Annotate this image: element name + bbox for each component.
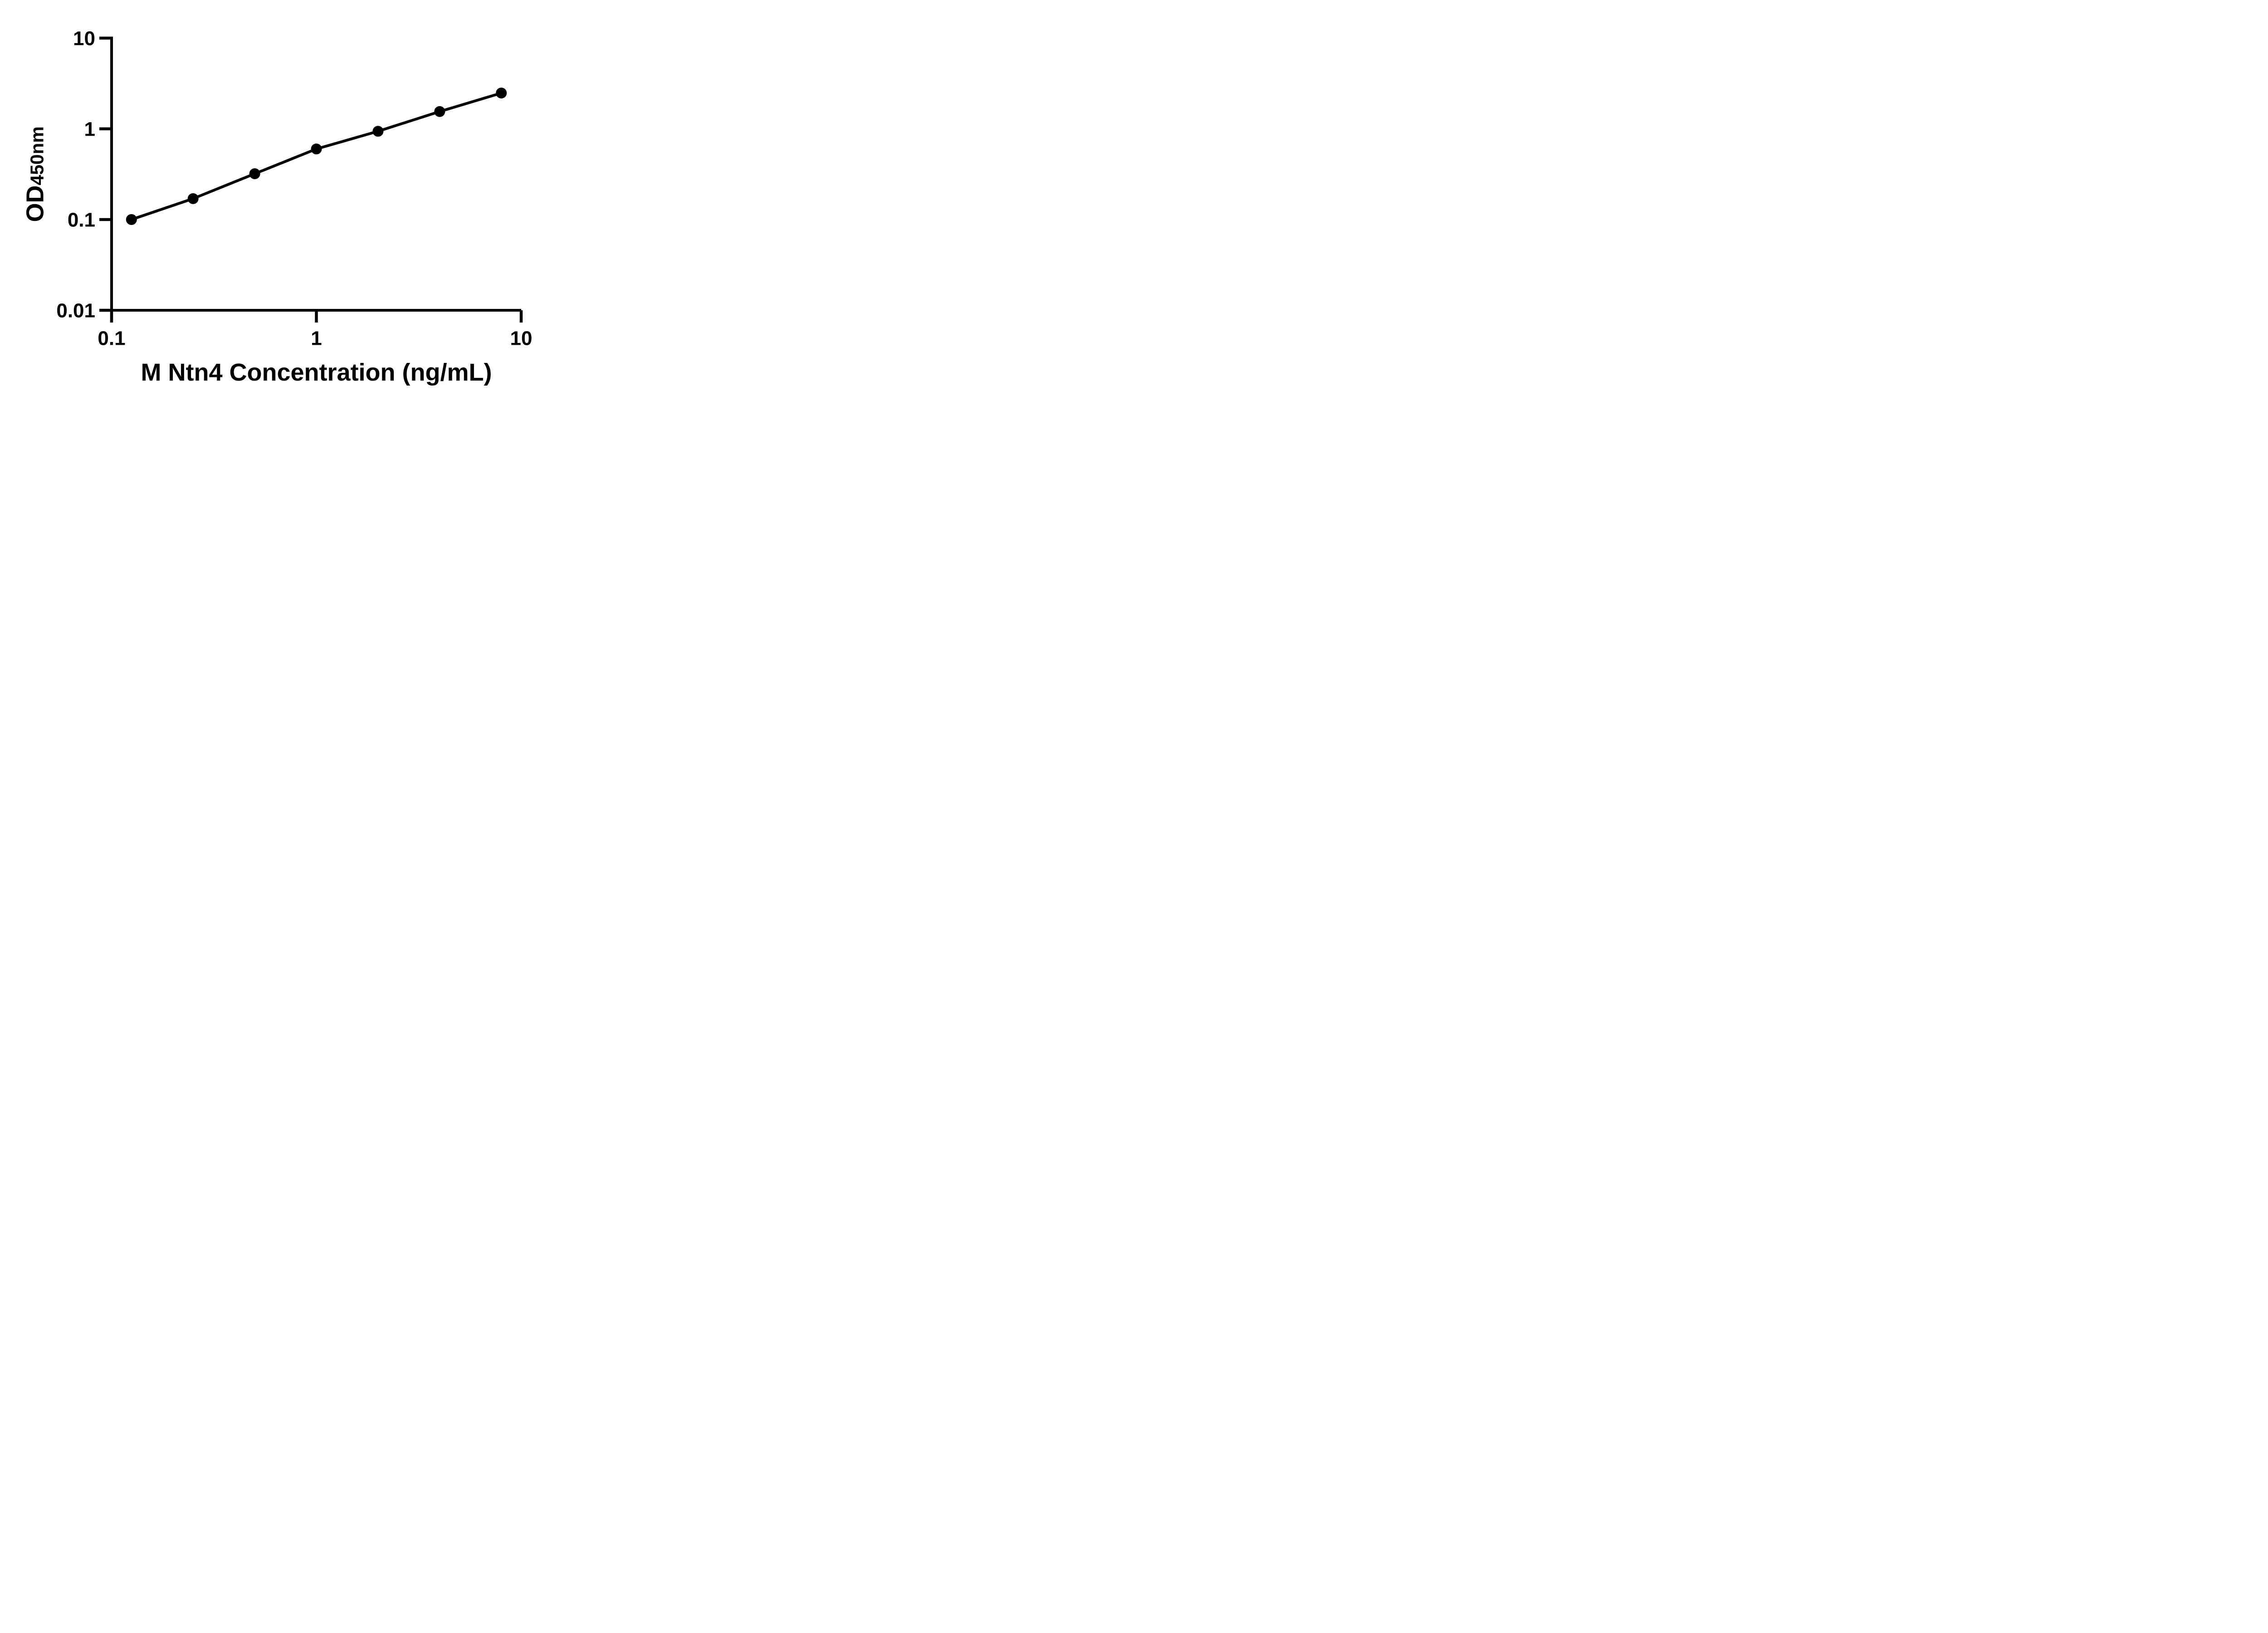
y-axis-title-subscript: 450nm [26, 126, 48, 186]
x-tick-label: 10 [510, 328, 533, 350]
x-tick-label: 0.1 [98, 328, 125, 350]
data-point [496, 88, 507, 99]
y-axis-title-text: OD450nm [21, 126, 49, 222]
data-point [311, 143, 322, 155]
x-axis-title: M Ntn4 Concentration (ng/mL) [141, 359, 492, 386]
data-point [187, 193, 199, 204]
elisa-standard-curve-figure: 10 1 0.1 0.01 0.1 1 10 M Ntn4 Concentration (n… [0, 0, 583, 408]
data-point [372, 126, 384, 137]
x-tick-label: 1 [311, 328, 322, 350]
data-point [249, 168, 260, 179]
y-tick-label: 10 [73, 28, 95, 50]
y-tick-label: 0.1 [68, 209, 95, 231]
y-tick-label: 0.01 [56, 300, 95, 322]
y-tick-label: 1 [84, 118, 95, 141]
y-axis-title-main: OD [21, 185, 49, 222]
axis-lines [110, 38, 521, 312]
data-point [434, 106, 445, 117]
standard-curve-line [130, 92, 503, 221]
data-point [126, 214, 137, 225]
